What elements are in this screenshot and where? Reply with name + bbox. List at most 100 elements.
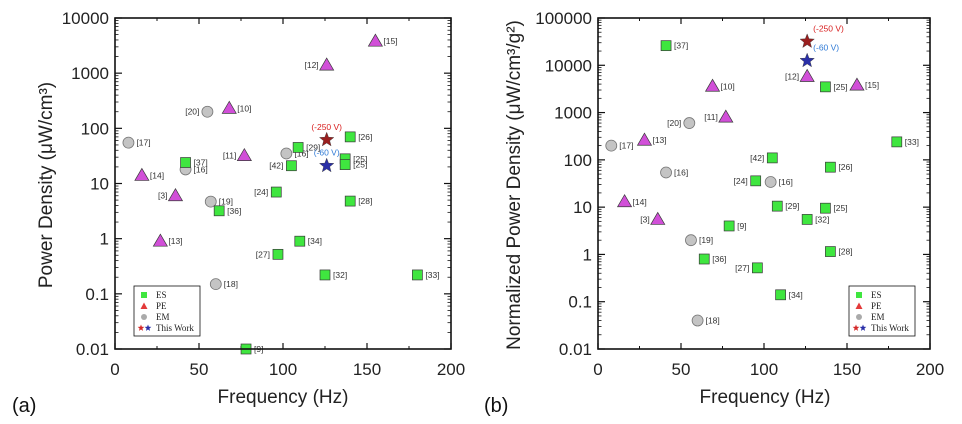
em-point-label: [16] [194,164,208,174]
es-point [412,269,423,281]
em-point [685,234,697,247]
es-point-label: [34] [308,236,322,246]
x-tick-label: 100 [750,360,778,379]
pe-point-label: [3] [640,214,649,224]
em-point [660,166,672,179]
y-tick-label: 1000 [71,64,109,83]
em-point [764,176,777,188]
y-tick-label: 1 [100,230,109,249]
es-point [820,202,831,214]
legend-key-this-work-red [137,324,145,331]
y-tick-label: 10 [90,175,109,194]
pe-point-label: [13] [168,236,182,246]
pe-point-label: [11] [704,112,718,122]
es-point-label: [26] [838,162,852,172]
es-point-label: [24] [254,187,268,197]
em-point [209,278,222,291]
em-point-label: [17] [136,138,150,148]
legend-label: ES [156,290,167,300]
legend-key-pe [140,302,148,309]
pe-point-label: [3] [158,191,167,201]
es-point-label: [24] [734,176,748,186]
legend-label: This Work [156,323,194,333]
em-point-label: [20] [185,107,199,117]
this-work-point-label: (-250 V) [813,23,844,33]
this-work-point [319,157,335,173]
es-point [771,200,783,212]
x-tick-label: 150 [833,360,861,379]
em-point-label: [18] [224,279,238,289]
y-tick-label: 0.01 [76,340,109,359]
es-point [213,205,225,217]
x-tick-label: 50 [672,360,691,379]
this-work-point-label: (-60 V) [813,43,839,53]
em-point [201,105,214,118]
pe-point [167,188,184,202]
legend-key-this-work-red [852,324,860,331]
es-point [775,289,786,301]
es-point [270,186,282,198]
es-point [339,159,351,170]
legend-label: PE [871,301,882,311]
legend-key-em [856,314,862,320]
this-work-point-label: (-60 V) [314,148,340,158]
pe-point [319,57,335,71]
es-point-label: [32] [333,270,347,280]
pe-point [367,33,384,47]
es-point [825,161,836,173]
es-point [344,131,356,143]
es-point-label: [27] [256,249,270,259]
es-point-label: [37] [194,158,208,168]
es-point-label: [26] [358,132,372,142]
es-point-label: [33] [425,270,439,280]
pe-point-label: [10] [237,103,251,113]
pe-point-label: [14] [150,170,164,180]
y-tick-label: 100 [564,151,592,170]
y-tick-label: 0.01 [559,340,592,359]
pe-point [704,78,721,92]
em-point [605,139,618,152]
es-point-label: [32] [815,214,829,224]
y-tick-label: 10 [573,198,592,217]
y-tick-label: 1 [583,245,592,264]
es-point [752,262,763,274]
x-tick-label: 150 [353,360,381,379]
pe-point [616,194,633,208]
es-point-label: [28] [358,196,372,206]
pe-point-label: [15] [383,36,397,46]
panel-a-x-axis-title: Frequency (Hz) [218,387,349,408]
panel-b-label: (b) [484,395,508,417]
es-point [286,160,297,172]
es-point [292,142,304,153]
em-point-label: [16] [674,168,688,178]
es-point-label: [36] [712,254,726,264]
legend-label: EM [156,312,170,322]
es-point [344,195,356,207]
em-point-label: [20] [667,118,681,128]
legend-label: ES [871,290,882,300]
this-work-point [799,52,815,68]
y-tick-label: 0.1 [85,285,109,304]
pe-point-label: [15] [865,80,879,90]
pe-point-label: [13] [652,135,666,145]
em-point [122,136,135,149]
pe-point [221,100,237,114]
legend-key-pe [855,302,863,309]
panel-b-y-axis-title: Normalized Power Density (μW/cm³/g²) [504,20,525,350]
es-point [825,246,836,257]
es-point-label: [28] [838,247,852,257]
es-point-label: [29] [306,142,320,152]
es-point-label: [36] [227,206,241,216]
panel-a-plot-frame [114,17,452,350]
legend-key-es [856,292,862,298]
es-point [294,235,306,247]
pe-point-label: [12] [304,60,318,70]
x-tick-label: 100 [269,360,297,379]
em-point [683,117,696,129]
es-point-label: [25] [833,203,847,213]
pe-point [650,211,666,225]
panel-a-y-axis-title: Power Density (μW/cm³) [36,82,57,288]
legend-key-es [141,292,147,298]
